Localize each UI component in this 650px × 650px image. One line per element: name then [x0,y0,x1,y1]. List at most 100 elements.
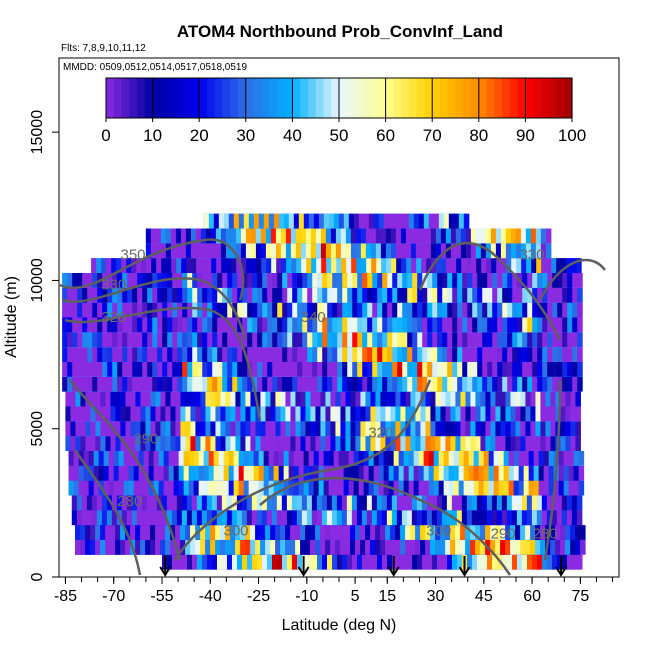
heatmap-cell [398,480,405,496]
heatmap-cell [530,436,536,451]
heatmap-cell [360,243,367,259]
heatmap-cell [155,436,161,451]
x-tick-label: -25 [247,588,270,605]
heatmap-cell [340,406,346,422]
heatmap-cell [412,273,418,288]
heatmap-cell [356,554,363,570]
heatmap-cell [295,406,301,422]
heatmap-cell [145,421,151,437]
y-tick-label: 10000 [29,258,46,303]
heatmap-cell [122,273,128,288]
heatmap-cell [375,525,381,540]
heatmap-cell [285,539,291,555]
heatmap-cell [552,317,558,333]
x-axis: -85 -70 -55 -40 -25 -10 5 15 30 45 60 75 [54,577,614,605]
heatmap-cell [183,480,190,496]
heatmap-cell [150,243,157,259]
heatmap-cell [532,332,538,348]
heatmap-cell [545,436,551,451]
heatmap-cell [347,287,353,303]
heatmap-cell [448,480,455,496]
heatmap-cell [155,243,162,259]
heatmap-cell [250,406,256,422]
heatmap-cell [265,228,272,244]
heatmap-cell [510,243,517,259]
heatmap-cell [107,347,113,362]
heatmap-cell [533,450,540,466]
heatmap-cell [552,332,558,348]
heatmap-cell [85,421,91,437]
heatmap-cell [575,391,581,407]
heatmap-cell [282,376,288,392]
heatmap-cell [77,361,83,377]
heatmap-cell [403,450,410,466]
heatmap-cell [86,495,93,511]
heatmap-cell [296,510,303,526]
heatmap-cell [470,228,477,244]
heatmap-cell [382,332,388,348]
heatmap-cell [281,495,288,511]
heatmap-cell [412,376,418,392]
heatmap-cell [335,421,341,437]
heatmap-cell [488,480,495,496]
heatmap-cell [340,539,346,555]
heatmap-cell [208,465,215,481]
heatmap-cell [353,465,360,481]
heatmap-cell [547,317,553,333]
heatmap-cell [185,228,192,244]
heatmap-cell [117,287,123,303]
heatmap-cell [245,406,251,422]
heatmap-cell [172,376,178,392]
heatmap-cell [222,317,228,333]
heatmap-cell [532,376,538,392]
heatmap-cell [497,302,503,318]
heatmap-cell [317,273,323,288]
heatmap-cell [437,317,443,333]
heatmap-cell [457,332,463,348]
heatmap-cell [176,510,183,526]
heatmap-cell [230,539,236,555]
heatmap-cell [210,391,216,407]
heatmap-cell [376,495,383,511]
heatmap-cell [231,510,238,526]
heatmap-cell [133,480,140,496]
colorbar-segment [175,78,185,118]
heatmap-cell [275,391,281,407]
colorbar-segment [222,78,231,118]
heatmap-cell [515,421,521,437]
heatmap-cell [135,436,141,451]
heatmap-cell [260,539,266,555]
heatmap-cell [342,287,348,303]
heatmap-cell [80,421,86,437]
heatmap-cell [528,480,535,496]
heatmap-cell [457,287,463,303]
heatmap-cell [296,258,302,274]
heatmap-cell [188,450,195,466]
heatmap-cell [365,539,371,555]
heatmap-cell [352,347,358,362]
heatmap-cell [295,391,301,407]
heatmap-cell [446,495,453,511]
heatmap-cell [252,347,258,362]
heatmap-cell [563,480,570,496]
heatmap-cell [515,391,521,407]
heatmap-cell [265,525,271,540]
heatmap-cell [470,406,476,422]
heatmap-cell [397,332,403,348]
contour-label: 340 [301,309,326,326]
heatmap-cell [350,525,356,540]
heatmap-cell [395,228,402,244]
heatmap-cell [372,347,378,362]
heatmap-cell [318,450,325,466]
heatmap-cell [327,332,333,348]
heatmap-cell [485,391,491,407]
heatmap-cell [240,421,246,437]
heatmap-cell [328,480,335,496]
heatmap-cell [540,243,547,259]
heatmap-cell [220,406,226,422]
heatmap-cell [83,480,90,496]
heatmap-cell [436,495,443,511]
heatmap-cell [367,361,373,377]
heatmap-cell [187,273,193,288]
colorbar: 0 10 20 30 40 50 60 70 80 90 100 [101,77,586,145]
